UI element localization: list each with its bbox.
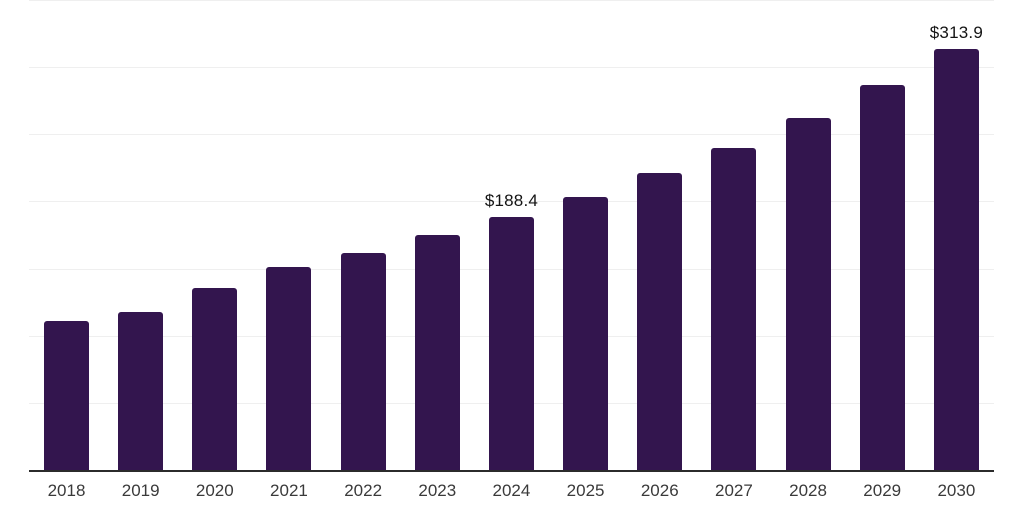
- bar-2027: [711, 147, 757, 470]
- bar-2030: $313.9: [930, 23, 983, 470]
- x-tick-2021: 2021: [270, 481, 308, 500]
- bar-2022: [340, 252, 386, 470]
- bar-2021: [266, 267, 312, 470]
- x-tick-2027: 2027: [714, 481, 753, 500]
- x-tick-2022: 2022: [344, 481, 383, 500]
- x-tick-2029: 2029: [863, 481, 902, 500]
- x-tick-2023: 2023: [418, 481, 457, 500]
- x-tick-2028: 2028: [789, 481, 827, 500]
- bar-value-label-2030: $313.9: [929, 22, 983, 42]
- gridline-y300: [29, 67, 994, 69]
- bar-2020: [192, 288, 238, 470]
- x-tick-2024: 2024: [492, 481, 531, 500]
- gridline-y200: [29, 201, 994, 203]
- bar-value-label-2024: $188.4: [484, 191, 539, 210]
- gridline-y250: [29, 134, 994, 136]
- bar-2029: [859, 84, 905, 470]
- bar-2023: [414, 235, 460, 470]
- bar-2019: [118, 311, 164, 470]
- bar-2028: [785, 118, 831, 470]
- x-tick-2020: 2020: [195, 481, 234, 500]
- bar-2025: [563, 196, 609, 470]
- gridline-y350: [29, 0, 994, 1]
- plot-area: $188.4 $313.9: [29, 0, 994, 472]
- x-tick-2030: 2030: [937, 481, 976, 500]
- x-axis: 2018 2019 2020 2021 2022 2023 2024 2025 2026 2027…: [29, 481, 994, 501]
- bar-2018: [44, 320, 89, 470]
- x-tick-2019: 2019: [121, 481, 160, 500]
- bars-layer: $188.4 $313.9: [29, 0, 994, 470]
- x-tick-2025: 2025: [566, 481, 605, 500]
- x-tick-2018: 2018: [47, 481, 86, 500]
- x-tick-2026: 2026: [640, 481, 679, 500]
- bar-2026: [637, 172, 683, 470]
- bar-2024: $188.4: [485, 191, 538, 470]
